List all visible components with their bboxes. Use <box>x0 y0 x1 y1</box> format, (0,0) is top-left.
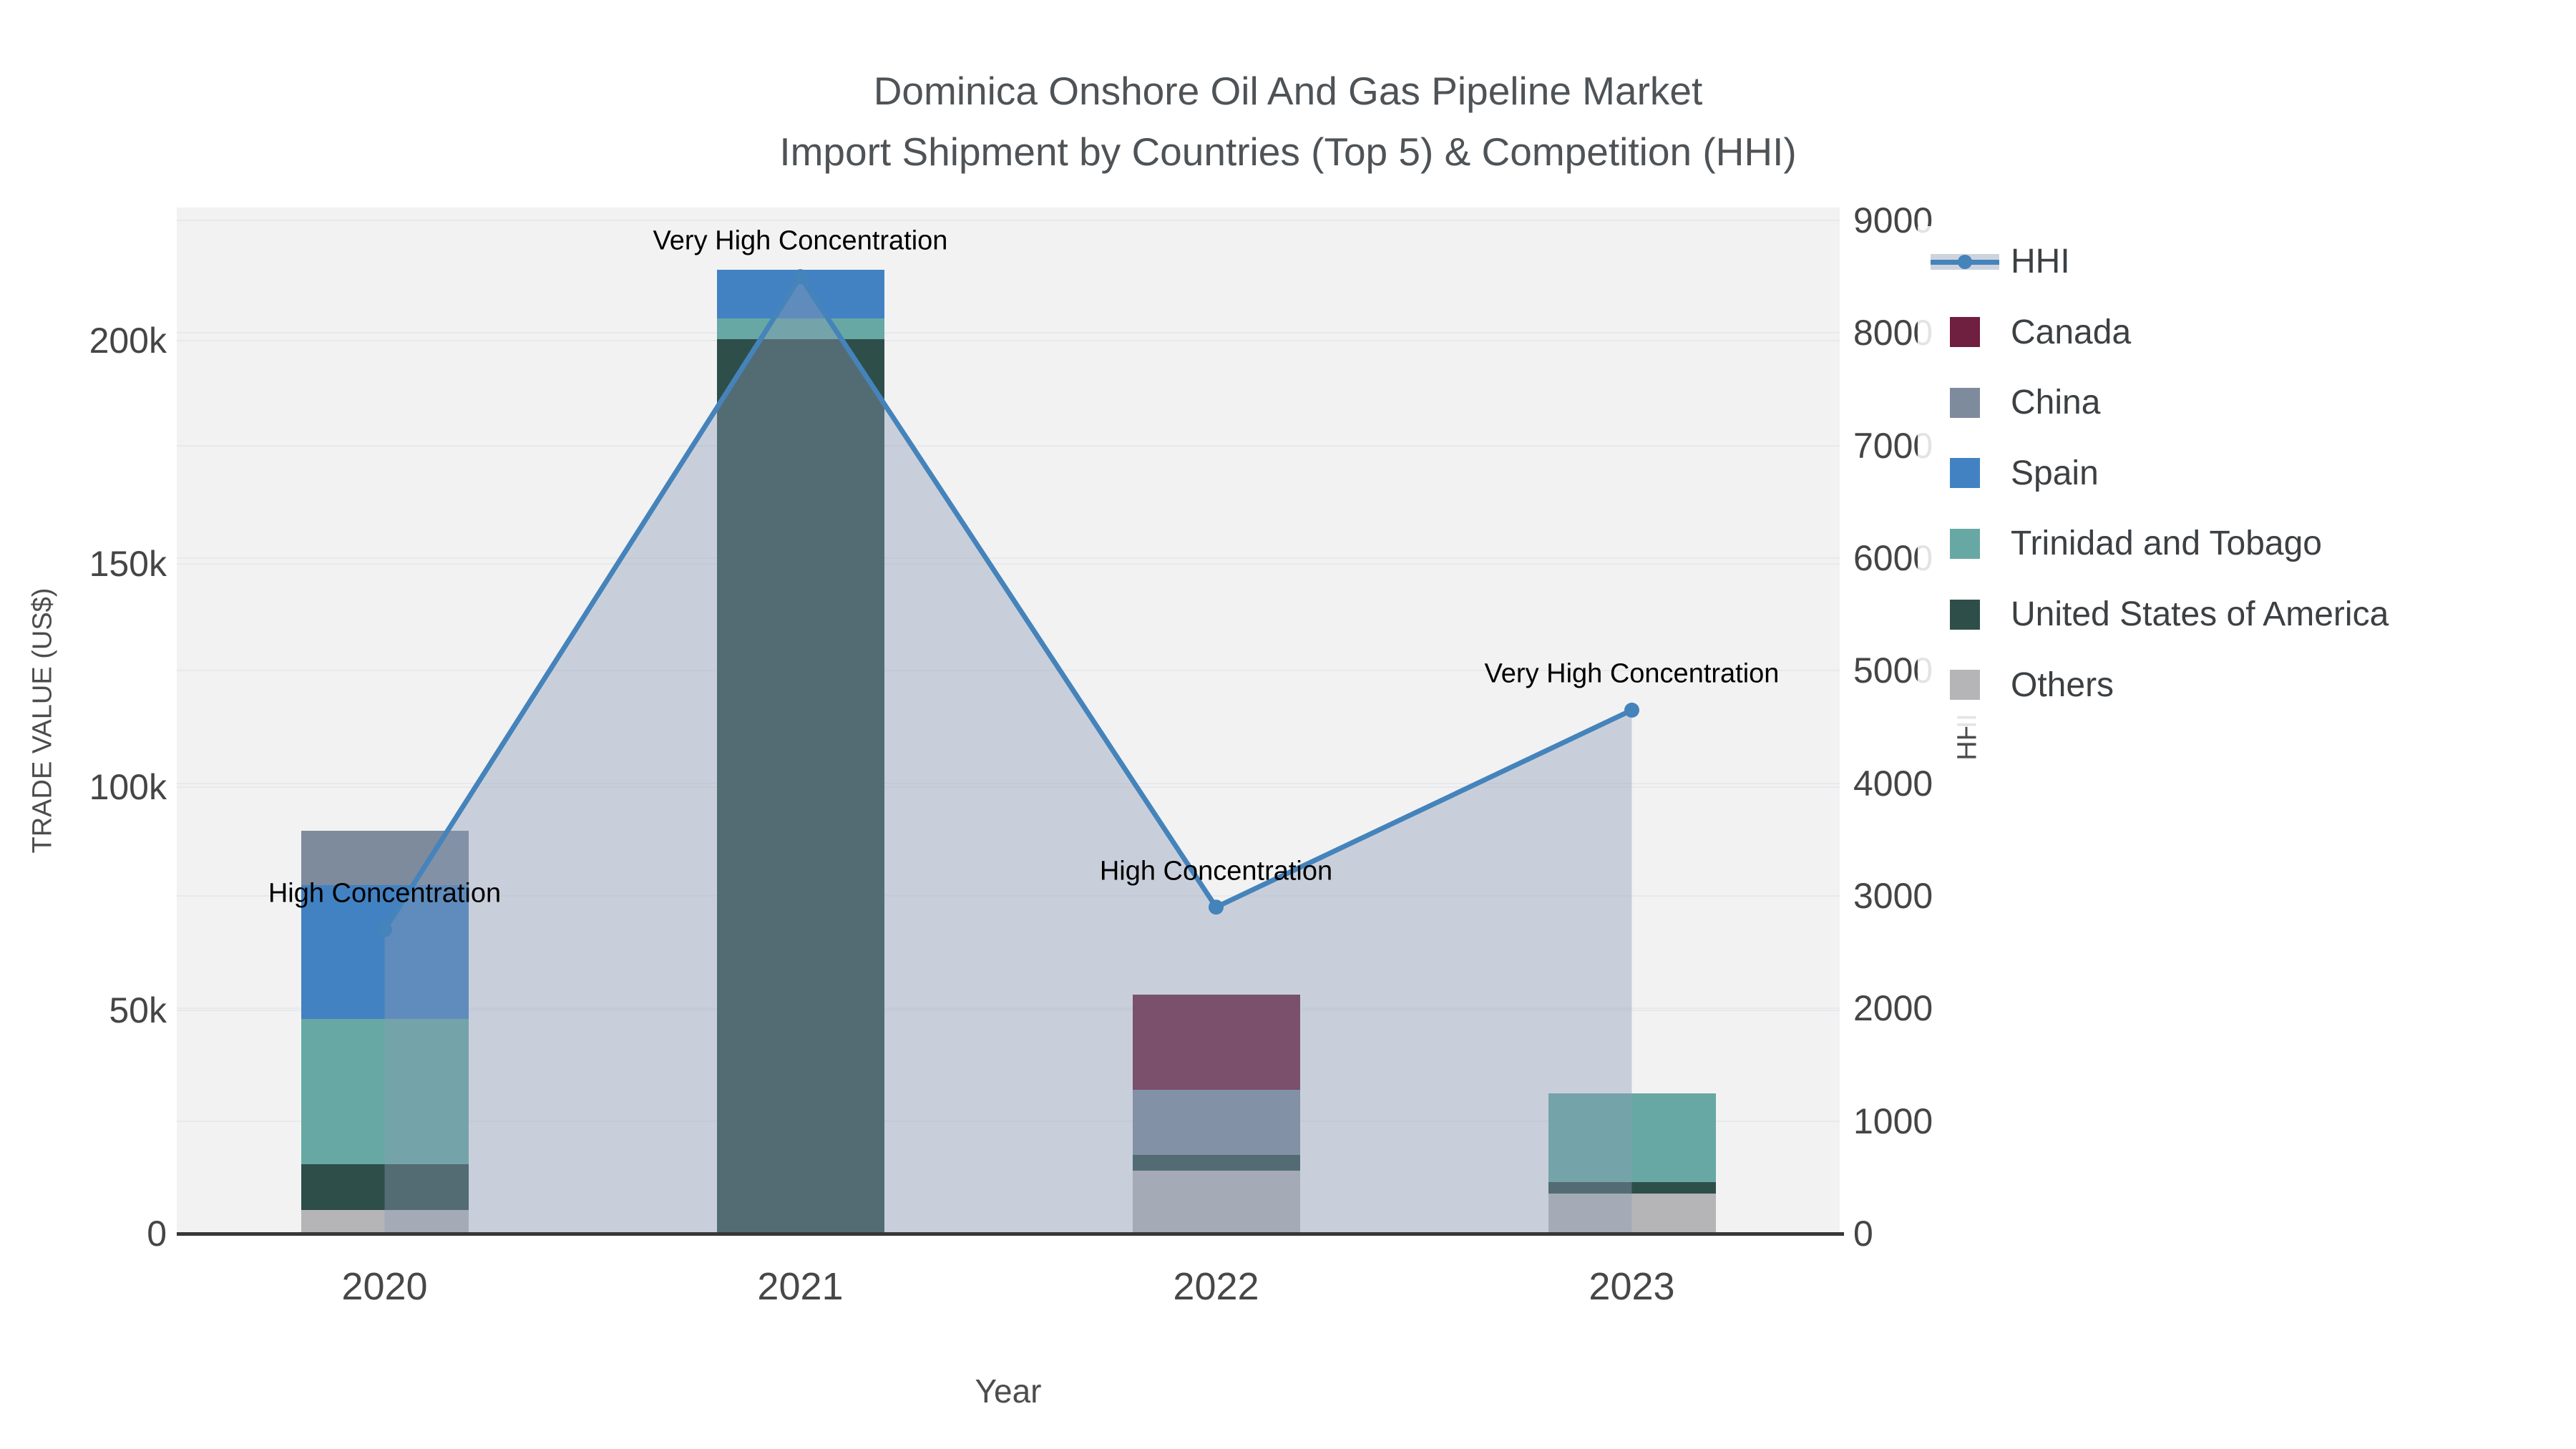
gridline-trade-50k <box>177 1010 1840 1011</box>
hhi-marker-2021 <box>793 269 808 285</box>
y-right-tick-2000: 2000 <box>1853 988 1933 1029</box>
y-right-tick-1000: 1000 <box>1853 1101 1933 1141</box>
chart-title-line1: Dominica Onshore Oil And Gas Pipeline Ma… <box>873 69 1703 113</box>
legend-label: Canada <box>2011 313 2132 351</box>
legend-color-swatch <box>1950 317 1980 348</box>
y-right-tick-0: 0 <box>1853 1214 1873 1254</box>
bar-segment-2023-others <box>1548 1193 1716 1234</box>
bar-segment-2022-china <box>1132 1090 1300 1156</box>
hhi-marker-2020 <box>377 922 392 937</box>
bar-segment-2023-united-states-of-america <box>1548 1182 1716 1194</box>
y-left-tick-150k: 150k <box>89 544 167 584</box>
hhi-area-fill <box>384 276 1632 1234</box>
gridline-hhi-4000 <box>177 782 1840 784</box>
y-right-tick-3000: 3000 <box>1853 876 1933 916</box>
x-tick-2021: 2021 <box>757 1265 844 1308</box>
bar-segment-2020-others <box>301 1209 469 1234</box>
legend-item-trinidad-and-tobago[interactable]: Trinidad and Tobago <box>1918 508 2576 579</box>
legend-hhi-marker-icon <box>1958 254 1972 269</box>
legend-color-swatch <box>1950 528 1980 559</box>
legend-item-others[interactable]: Others <box>1918 650 2576 721</box>
legend-label: Spain <box>2011 454 2099 492</box>
legend-color-swatch <box>1950 670 1980 701</box>
legend-item-united-states-of-america[interactable]: United States of America <box>1918 579 2576 650</box>
y-right-tick-4000: 4000 <box>1853 763 1933 804</box>
legend-label: United States of America <box>2011 595 2389 633</box>
gridline-trade-200k <box>177 340 1840 341</box>
y-left-tick-50k: 50k <box>109 990 167 1030</box>
gridline-hhi-8000 <box>177 332 1840 334</box>
annotation-2022: High Concentration <box>1099 856 1333 887</box>
hhi-marker-2022 <box>1209 899 1224 915</box>
gridline-hhi-2000 <box>177 1008 1840 1010</box>
legend-item-canada[interactable]: Canada <box>1918 297 2576 368</box>
legend-swatch-icon <box>1931 387 1999 419</box>
legend-item-hhi[interactable]: HHI <box>1918 226 2576 297</box>
legend-color-swatch <box>1950 387 1980 418</box>
legend-swatch-icon <box>1931 316 1999 348</box>
x-axis-line <box>177 1232 1844 1236</box>
gridline-hhi-1000 <box>177 1120 1840 1122</box>
bar-segment-2020-united-states-of-america <box>301 1164 469 1210</box>
bar-segment-2021-trinidad-and-tobago <box>716 318 884 340</box>
hhi-line <box>382 272 1633 932</box>
legend-swatch-icon <box>1931 669 1999 701</box>
x-tick-2020: 2020 <box>341 1265 428 1308</box>
legend-label: Trinidad and Tobago <box>2011 525 2322 563</box>
legend-item-spain[interactable]: Spain <box>1918 438 2576 509</box>
legend-swatch-icon <box>1931 528 1999 560</box>
x-tick-2023: 2023 <box>1589 1265 1675 1308</box>
legend-label: China <box>2011 384 2101 422</box>
gridline-hhi-6000 <box>177 557 1840 559</box>
bar-segment-2022-united-states-of-america <box>1132 1155 1300 1171</box>
gridline-hhi-7000 <box>177 444 1840 447</box>
bar-segment-2021-united-states-of-america <box>716 339 884 1234</box>
legend-label: HHI <box>2011 243 2070 280</box>
y-left-axis-title: TRADE VALUE (US$) <box>27 587 58 854</box>
gridline-trade-100k <box>177 786 1840 788</box>
annotation-2020: High Concentration <box>268 878 502 909</box>
bar-segment-2020-trinidad-and-tobago <box>301 1018 469 1165</box>
legend-label: Others <box>2011 665 2114 704</box>
y-left-tick-200k: 200k <box>89 321 167 361</box>
gridline-hhi-9000 <box>177 220 1840 221</box>
legend-swatch-icon <box>1931 457 1999 489</box>
x-axis-title: Year <box>975 1372 1042 1410</box>
x-tick-2022: 2022 <box>1173 1265 1259 1308</box>
y-left-tick-100k: 100k <box>89 767 167 807</box>
y-left-tick-0: 0 <box>147 1214 167 1254</box>
annotation-2021: Very High Concentration <box>653 225 948 256</box>
bar-segment-2022-others <box>1132 1171 1300 1234</box>
hhi-marker-2023 <box>1624 702 1639 718</box>
bar-segment-2023-trinidad-and-tobago <box>1548 1093 1716 1183</box>
legend-hhi-line-icon <box>1931 246 1999 278</box>
gridline-hhi-3000 <box>177 895 1840 897</box>
legend-swatch-icon <box>1931 599 1999 630</box>
bar-segment-2020-spain <box>301 885 469 1019</box>
legend: HHI Canada China Spain Trinidad and Tobago Un… <box>1918 226 2576 727</box>
chart-title-line2: Import Shipment by Countries (Top 5) & C… <box>779 130 1797 174</box>
legend-item-china[interactable]: China <box>1918 367 2576 438</box>
gridline-trade-150k <box>177 563 1840 565</box>
gridline-hhi-5000 <box>177 670 1840 672</box>
bar-segment-2022-canada <box>1132 995 1300 1091</box>
legend-color-swatch <box>1950 599 1980 630</box>
annotation-2023: Very High Concentration <box>1484 658 1780 689</box>
legend-color-swatch <box>1950 458 1980 489</box>
